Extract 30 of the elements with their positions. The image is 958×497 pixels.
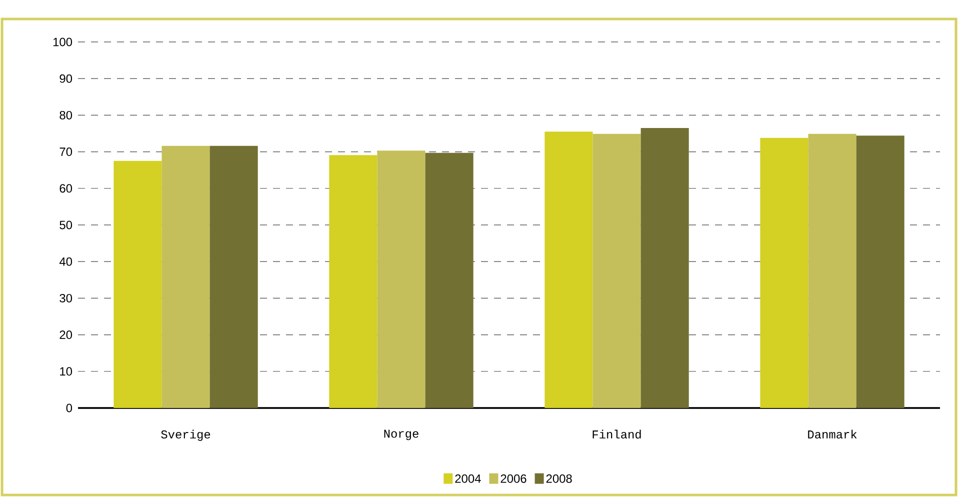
bar [640, 128, 689, 408]
y-tick-label: 10 [60, 367, 72, 376]
bar [114, 160, 162, 408]
y-tick-label: 90 [60, 74, 72, 83]
y-tick-label: 60 [60, 184, 72, 193]
legend-label: 2004 [455, 474, 481, 483]
y-tick-label: 100 [53, 38, 72, 46]
x-tick-label: Norge [384, 430, 418, 440]
y-tick-label: 20 [60, 330, 72, 340]
bar [377, 150, 426, 408]
legend-label: 2006 [500, 474, 526, 483]
bar [808, 134, 856, 408]
legend-label: 2008 [546, 474, 572, 483]
x-tick-label: Finland [592, 430, 641, 439]
y-tick-label: 30 [60, 294, 72, 302]
y-tick-label: 40 [59, 257, 72, 266]
bar [162, 146, 210, 408]
bar [425, 152, 474, 408]
y-tick-label: 70 [60, 148, 72, 156]
bar [210, 146, 258, 408]
bar [592, 134, 641, 408]
bar [856, 136, 904, 408]
x-tick-label: Danmark [808, 430, 857, 439]
bar [329, 155, 378, 408]
y-tick-label: 0 [66, 404, 72, 412]
y-tick-label: 50 [60, 220, 72, 230]
bar [760, 138, 808, 408]
y-tick-label: 80 [60, 110, 72, 120]
bar [544, 132, 593, 408]
x-tick-label: Sverige [161, 430, 210, 441]
